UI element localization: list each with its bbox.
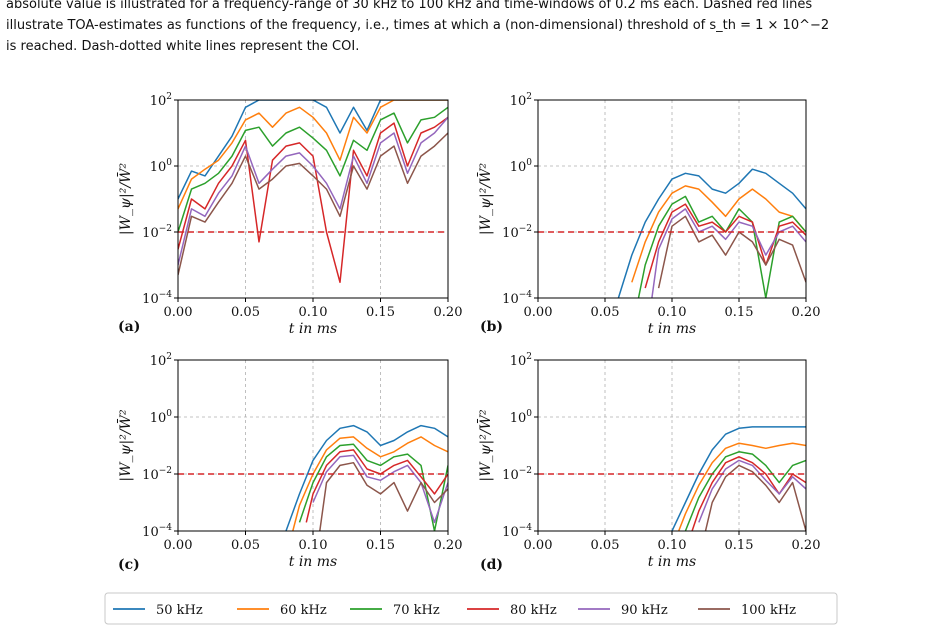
series-line-50-kHz <box>617 168 806 298</box>
x-tick-label: 0.15 <box>725 305 754 320</box>
x-tick-label: 0.20 <box>434 305 463 320</box>
series-group <box>538 426 806 531</box>
y-tick-label: 100 <box>150 158 173 175</box>
series-line-100-kHz <box>704 464 806 531</box>
series-group <box>538 168 806 298</box>
panel-a: 0.00 0.05 0.10 0.15 0.20 102 100 10−2 10−4 t in m… <box>116 92 462 337</box>
y-tick-label: 102 <box>510 92 532 109</box>
legend-label: 70 kHz <box>393 603 440 618</box>
x-tick-label: 0.15 <box>366 538 395 553</box>
x-axis-label: t in ms <box>289 321 337 337</box>
series-line-90-kHz <box>698 459 806 523</box>
y-axis-label: |W_ψ|²/W̄² <box>476 163 494 236</box>
legend-label: 80 kHz <box>510 603 557 618</box>
series-line-60-kHz <box>631 185 806 283</box>
series-line-60-kHz <box>678 442 806 531</box>
y-axis-label: |W_ψ|²/W̄² <box>476 409 494 482</box>
series-group <box>178 100 448 284</box>
series-line-90-kHz <box>651 208 806 298</box>
series-line-50-kHz <box>178 100 448 200</box>
series-line-80-kHz <box>644 203 806 289</box>
x-tick-label: 0.05 <box>231 538 260 553</box>
panel-label: (b) <box>480 319 503 335</box>
caption-line-2: illustrate TOA-estimates as functions of… <box>6 18 830 33</box>
x-tick-label: 0.00 <box>164 305 193 320</box>
panel-label: (c) <box>118 557 140 573</box>
x-tick-label: 0.10 <box>658 305 687 320</box>
panel-label: (d) <box>480 557 503 573</box>
y-axis-label: |W_ψ|²/W̄² <box>116 409 134 482</box>
legend-item: 60 kHz <box>237 603 327 618</box>
legend-label: 50 kHz <box>156 603 203 618</box>
legend-item: 80 kHz <box>467 603 557 618</box>
series-line-60-kHz <box>178 100 448 210</box>
series-line-70-kHz <box>178 106 448 233</box>
legend: 50 kHz 60 kHz 70 kHz 80 kHz 90 kHz 100 kHz <box>104 592 838 625</box>
x-tick-label: 0.20 <box>792 305 821 320</box>
series-line-70-kHz <box>684 451 806 531</box>
series-line-80-kHz <box>178 116 448 284</box>
caption-line-3: is reached. Dash-dotted white lines repr… <box>6 39 360 54</box>
series-line-70-kHz <box>637 195 806 298</box>
series-line-100-kHz <box>319 461 448 531</box>
x-tick-label: 0.05 <box>591 305 620 320</box>
y-tick-label: 100 <box>510 158 533 175</box>
x-axis-label: t in ms <box>648 321 696 337</box>
y-tick-label: 10−2 <box>142 466 172 483</box>
series-line-100-kHz <box>178 132 448 276</box>
legend-label: 100 kHz <box>741 603 796 618</box>
panel-c: 0.00 0.05 0.10 0.15 0.20 102 100 10−2 10−4 t in m… <box>116 352 462 573</box>
x-tick-label: 0.00 <box>524 538 553 553</box>
series-line-90-kHz <box>312 454 448 524</box>
y-tick-label: 10−4 <box>142 290 172 307</box>
series-line-90-kHz <box>178 116 448 266</box>
y-tick-label: 10−4 <box>502 523 532 540</box>
x-tick-label: 0.10 <box>299 538 328 553</box>
panel-d: 0.00 0.05 0.10 0.15 0.20 102 100 10−2 10−4 t in m… <box>476 352 820 573</box>
x-axis-label: t in ms <box>289 554 337 570</box>
y-tick-label: 100 <box>150 409 173 426</box>
series-line-50-kHz <box>285 424 448 531</box>
x-tick-label: 0.15 <box>366 305 395 320</box>
y-tick-label: 10−2 <box>502 224 532 241</box>
y-tick-label: 10−4 <box>142 523 172 540</box>
series-group <box>178 424 448 531</box>
x-tick-label: 0.05 <box>591 538 620 553</box>
panel-b: 0.00 0.05 0.10 0.15 0.20 102 100 10−2 10−4 t in m… <box>476 92 820 337</box>
y-tick-label: 102 <box>150 92 172 109</box>
series-line-80-kHz <box>691 456 806 531</box>
x-tick-label: 0.00 <box>524 305 553 320</box>
legend-item: 50 kHz <box>113 603 203 618</box>
x-tick-label: 0.15 <box>725 538 754 553</box>
series-line-70-kHz <box>298 443 448 531</box>
series-line-50-kHz <box>671 426 806 531</box>
y-tick-label: 100 <box>510 409 533 426</box>
x-tick-label: 0.10 <box>658 538 687 553</box>
x-axis-label: t in ms <box>648 554 696 570</box>
y-tick-label: 102 <box>150 352 172 369</box>
x-tick-label: 0.10 <box>299 305 328 320</box>
x-tick-label: 0.05 <box>231 305 260 320</box>
y-tick-label: 10−2 <box>502 466 532 483</box>
x-tick-label: 0.20 <box>434 538 463 553</box>
x-tick-label: 0.00 <box>164 538 193 553</box>
legend-label: 60 kHz <box>280 603 327 618</box>
x-tick-label: 0.20 <box>792 538 821 553</box>
series-line-100-kHz <box>657 215 806 289</box>
y-axis-label: |W_ψ|²/W̄² <box>116 163 134 236</box>
legend-label: 90 kHz <box>621 603 668 618</box>
figure-caption: absolute value is illustrated for a freq… <box>6 0 941 57</box>
legend-item: 70 kHz <box>350 603 440 618</box>
y-tick-label: 102 <box>510 352 532 369</box>
y-tick-label: 10−4 <box>502 290 532 307</box>
legend-item: 100 kHz <box>698 603 796 618</box>
panel-label: (a) <box>118 319 140 335</box>
series-line-80-kHz <box>305 449 448 523</box>
caption-line-1: absolute value is illustrated for a freq… <box>6 0 813 12</box>
legend-item: 90 kHz <box>578 603 668 618</box>
y-tick-label: 10−2 <box>142 224 172 241</box>
